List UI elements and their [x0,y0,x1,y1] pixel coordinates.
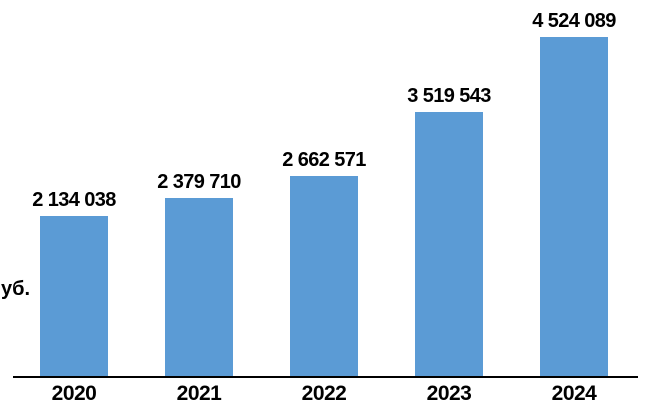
bar-2022 [290,176,358,376]
x-tick-label-2021: 2021 [176,382,222,405]
bar-value-label-2020: 2 134 038 [32,189,116,211]
y-axis-label-fragment: уб. [1,278,31,300]
bar-2020 [40,216,108,376]
x-tick-label-2023: 2023 [426,382,472,405]
bar-value-label-2024: 4 524 089 [532,10,616,32]
x-tick-label-2020: 2020 [51,382,97,405]
bar-2023 [415,112,483,376]
bar-value-label-2022: 2 662 571 [282,149,366,171]
x-axis-line [13,376,638,378]
bar-value-label-2021: 2 379 710 [157,171,241,193]
x-tick-label-2022: 2022 [301,382,347,405]
bar-value-label-2023: 3 519 543 [407,85,491,107]
bar-2021 [165,198,233,376]
bar-2024 [540,37,608,376]
x-tick-label-2024: 2024 [551,382,597,405]
